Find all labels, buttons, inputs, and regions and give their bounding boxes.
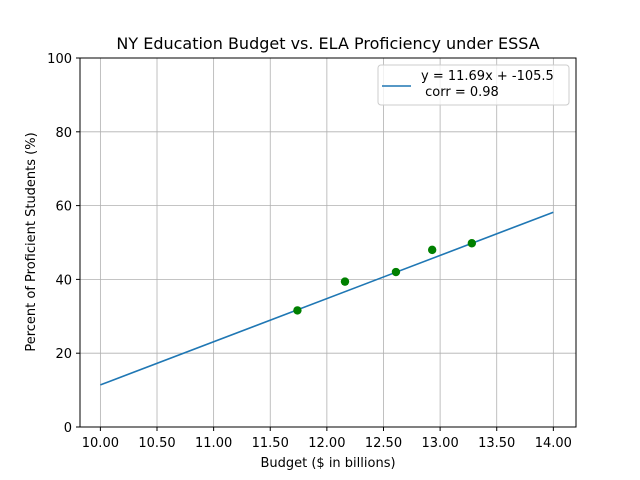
y-tick-label: 60 (55, 200, 72, 215)
legend: y = 11.69x + -105.5 corr = 0.98 (377, 64, 570, 106)
x-axis-ticks: 10.00 10.50 11.00 11.50 12.00 12.50 13.00 13.50… (82, 427, 572, 451)
x-tick-label: 11.00 (195, 436, 232, 451)
data-point (427, 245, 437, 255)
data-point (293, 306, 302, 315)
y-tick-label: 0 (64, 421, 72, 436)
y-tick-label: 20 (55, 347, 72, 362)
x-tick-label: 12.00 (308, 436, 345, 451)
data-point (340, 277, 350, 286)
x-tick-label: 11.50 (252, 436, 289, 451)
y-tick-label: 100 (47, 52, 72, 67)
x-tick-label: 13.00 (422, 436, 459, 451)
x-tick-label: 13.50 (478, 436, 515, 451)
y-axis-ticks: 0 20 40 60 80 100 (47, 52, 80, 436)
data-point (391, 267, 401, 277)
legend-label: y = 11.69x + -105.5 corr = 0.98 (421, 69, 554, 100)
plot-marks (100, 211, 554, 386)
y-tick-label: 80 (55, 126, 72, 141)
plot-frame (79, 57, 577, 428)
x-tick-label: 10.50 (138, 436, 175, 451)
x-tick-label: 12.50 (365, 436, 402, 451)
y-tick-label: 40 (55, 273, 72, 288)
chart-title: NY Education Budget vs. ELA Proficiency … (116, 34, 539, 53)
x-tick-label: 14.00 (535, 436, 572, 451)
y-axis-title: Percent of Proficient Students (%) (24, 132, 39, 351)
legend-box (377, 64, 570, 106)
x-axis-title: Budget ($ in billions) (260, 456, 395, 471)
fit-line (100, 211, 554, 386)
data-point (467, 239, 477, 248)
x-tick-label: 10.00 (82, 436, 119, 451)
